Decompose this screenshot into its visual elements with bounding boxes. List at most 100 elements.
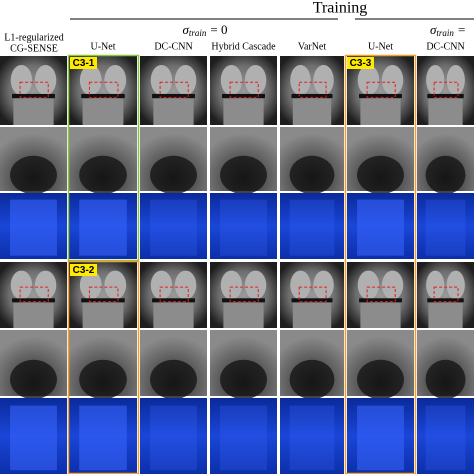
- image-tile: [280, 127, 344, 195]
- bone: [104, 270, 127, 300]
- row-header: CG-SENSE: [10, 43, 58, 54]
- group-label: σtrain =: [430, 22, 465, 38]
- column-header: Hybrid Cascade: [211, 41, 276, 52]
- dark-region: [150, 155, 197, 195]
- error-map: [210, 398, 277, 474]
- image-tile: [417, 193, 474, 259]
- error-body: [79, 199, 127, 256]
- bone: [174, 270, 197, 300]
- error-body: [79, 405, 127, 471]
- dark-region: [79, 359, 127, 400]
- error-body: [425, 405, 466, 471]
- image-tile: [69, 398, 137, 474]
- roi-box: [19, 81, 49, 98]
- bone: [79, 270, 102, 300]
- tibia: [360, 98, 401, 125]
- image-tile: [210, 193, 277, 259]
- tibia: [292, 98, 332, 125]
- bone: [313, 270, 334, 300]
- dark-region: [289, 155, 335, 195]
- joint-gap: [81, 298, 125, 303]
- roi-box: [229, 81, 259, 98]
- joint-gap: [291, 298, 333, 303]
- bone: [220, 270, 243, 300]
- title: Training: [313, 0, 368, 17]
- error-map: [210, 193, 277, 259]
- roi-box: [229, 286, 259, 303]
- image-tile: [140, 398, 207, 474]
- bone: [290, 270, 311, 300]
- image-tile: [417, 330, 474, 400]
- dark-region: [425, 359, 466, 400]
- bone: [244, 64, 267, 96]
- tag-box: [70, 57, 97, 69]
- tibia: [13, 302, 54, 328]
- image-tile: [140, 127, 207, 195]
- tibia: [292, 302, 332, 328]
- roi-box: [298, 286, 327, 303]
- tibia: [82, 302, 124, 328]
- image-tile: [0, 262, 67, 328]
- image-tile: [417, 127, 474, 195]
- roi-box: [366, 286, 396, 303]
- tibia: [223, 302, 264, 328]
- image-tile: [69, 56, 137, 125]
- image-tile: [140, 56, 207, 125]
- bone: [220, 64, 243, 96]
- error-body: [357, 199, 404, 256]
- image-tile: [417, 398, 474, 474]
- image-tile: [210, 262, 277, 328]
- error-map: [140, 398, 207, 474]
- joint-gap: [359, 298, 402, 303]
- joint-gap: [222, 93, 265, 99]
- image-tile: [280, 262, 344, 328]
- group-label: σtrain = 0: [182, 22, 227, 38]
- tibia: [13, 98, 54, 125]
- bone: [357, 64, 380, 96]
- image-tile: [210, 330, 277, 400]
- dark-region: [425, 155, 466, 195]
- bone: [34, 270, 57, 300]
- error-map: [417, 193, 474, 259]
- image-tile: [280, 330, 344, 400]
- bone: [357, 270, 380, 300]
- tag-label: C3-1: [73, 58, 95, 69]
- error-map: [280, 193, 344, 259]
- dark-region: [220, 155, 267, 195]
- error-body: [220, 199, 267, 256]
- bone: [313, 64, 334, 96]
- dark-region: [10, 359, 57, 400]
- image-tile: [69, 193, 137, 259]
- column-header: U-Net: [91, 41, 116, 52]
- dark-region: [220, 359, 267, 400]
- error-body: [10, 199, 57, 256]
- image-tile: [140, 193, 207, 259]
- column-header: U-Net: [368, 41, 393, 52]
- image-tile: [140, 330, 207, 400]
- tibia: [428, 302, 463, 328]
- image-tile: [347, 398, 414, 474]
- bone: [10, 64, 33, 96]
- bone: [381, 270, 404, 300]
- tibia: [153, 98, 194, 125]
- tibia: [428, 98, 463, 125]
- image-tile: [0, 56, 67, 125]
- dark-region: [150, 359, 197, 400]
- bone: [174, 64, 197, 96]
- image-tile: [69, 330, 137, 400]
- highlight-frame: [67, 54, 140, 262]
- image-tile: [0, 127, 67, 195]
- overlay: U-Net DC-CNN Hybrid Cascade VarNet U-Net DC-C…: [67, 41, 465, 474]
- image-tile: [347, 56, 414, 125]
- joint-gap: [427, 298, 464, 303]
- image-grid: [0, 56, 474, 474]
- image-tile: [280, 193, 344, 259]
- image-tile: [0, 398, 67, 474]
- dark-region: [357, 155, 404, 195]
- error-map: [280, 398, 344, 474]
- bone: [10, 270, 33, 300]
- image-tile: [69, 127, 137, 195]
- image-tile: [280, 56, 344, 125]
- roi-box: [433, 81, 459, 98]
- bone: [79, 64, 102, 96]
